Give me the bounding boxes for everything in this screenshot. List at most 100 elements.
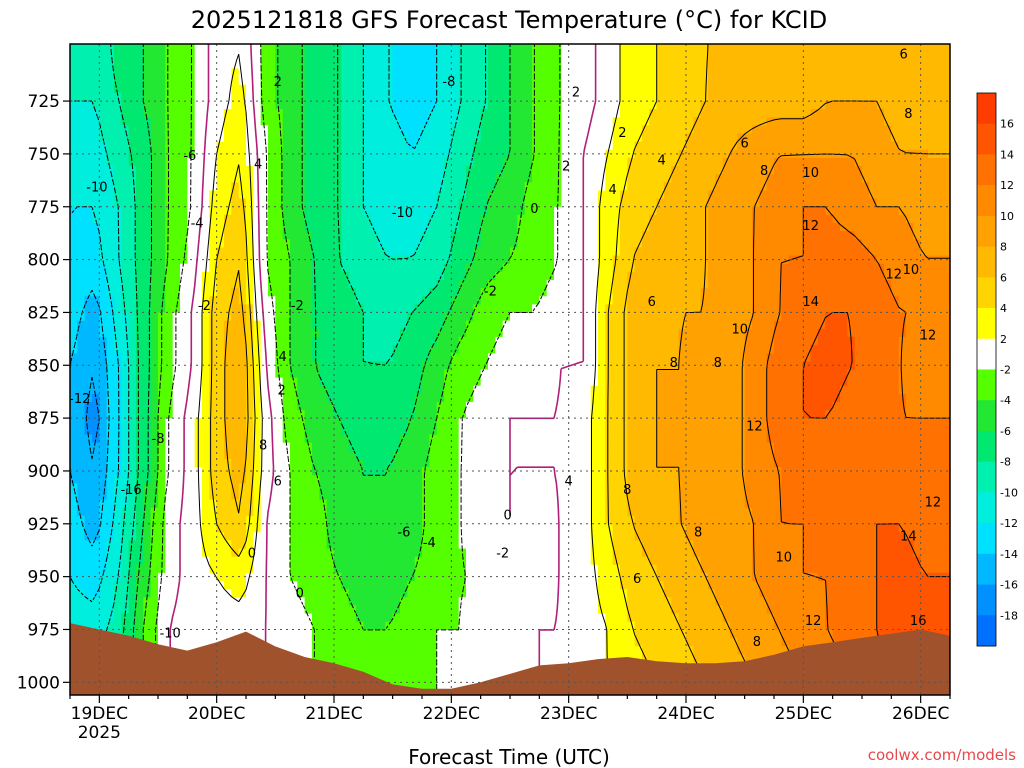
field-cell bbox=[429, 312, 438, 322]
field-cell bbox=[407, 166, 416, 175]
field-cell bbox=[862, 361, 870, 371]
field-cell bbox=[282, 84, 291, 94]
field-cell bbox=[165, 271, 174, 281]
field-cell bbox=[847, 133, 856, 143]
field-cell bbox=[172, 223, 181, 232]
field-cell bbox=[202, 141, 210, 151]
field-cell bbox=[678, 92, 687, 102]
field-cell bbox=[862, 288, 870, 297]
field-cell bbox=[341, 76, 350, 86]
field-cell bbox=[737, 198, 746, 208]
field-cell bbox=[583, 336, 592, 346]
field-cell bbox=[737, 76, 746, 86]
field-cell bbox=[612, 182, 621, 192]
field-cell bbox=[451, 263, 460, 273]
field-cell bbox=[121, 304, 130, 314]
field-cell bbox=[172, 149, 181, 159]
field-cell bbox=[517, 320, 526, 330]
field-cell bbox=[246, 239, 254, 249]
field-cell bbox=[136, 377, 144, 387]
field-cell bbox=[70, 239, 78, 249]
field-cell bbox=[840, 68, 848, 78]
field-cell bbox=[737, 100, 746, 110]
field-cell bbox=[348, 271, 357, 281]
field-cell bbox=[671, 336, 680, 346]
field-cell bbox=[444, 336, 452, 346]
field-cell bbox=[422, 190, 430, 200]
field-cell bbox=[385, 44, 394, 53]
field-cell bbox=[297, 296, 306, 305]
field-cell bbox=[898, 133, 907, 143]
field-cell bbox=[700, 328, 709, 338]
field-cell bbox=[414, 239, 423, 249]
field-cell bbox=[312, 288, 320, 297]
field-cell bbox=[825, 369, 834, 379]
field-cell bbox=[568, 247, 577, 257]
field-cell bbox=[275, 174, 284, 183]
field-cell bbox=[832, 361, 841, 371]
field-cell bbox=[202, 239, 210, 249]
field-cell bbox=[370, 288, 379, 297]
field-cell bbox=[304, 141, 313, 151]
field-cell bbox=[150, 312, 159, 322]
field-cell bbox=[246, 44, 254, 53]
field-cell bbox=[928, 369, 936, 379]
field-cell bbox=[598, 296, 606, 305]
field-cell bbox=[642, 304, 650, 314]
field-cell bbox=[737, 206, 746, 216]
field-cell bbox=[260, 125, 269, 135]
field-cell bbox=[642, 100, 650, 110]
field-cell bbox=[803, 320, 812, 330]
field-cell bbox=[642, 133, 650, 143]
field-cell bbox=[700, 214, 709, 224]
field-cell bbox=[554, 377, 562, 387]
field-cell bbox=[752, 214, 760, 224]
field-cell bbox=[708, 239, 716, 249]
field-cell bbox=[341, 84, 350, 94]
field-cell bbox=[473, 328, 482, 338]
field-cell bbox=[803, 44, 812, 53]
field-cell bbox=[854, 312, 863, 322]
field-cell bbox=[708, 247, 716, 257]
field-cell bbox=[796, 361, 804, 371]
field-cell bbox=[847, 239, 856, 249]
field-cell bbox=[678, 353, 687, 362]
field-cell bbox=[458, 125, 467, 135]
field-cell bbox=[363, 239, 372, 249]
field-cell bbox=[700, 361, 709, 371]
field-cell bbox=[634, 206, 643, 216]
field-cell bbox=[884, 68, 892, 78]
field-cell bbox=[854, 369, 863, 379]
field-cell bbox=[708, 52, 716, 61]
field-cell bbox=[312, 255, 320, 265]
field-cell bbox=[172, 304, 181, 314]
field-cell bbox=[341, 336, 350, 346]
field-cell bbox=[546, 271, 555, 281]
field-cell bbox=[304, 361, 313, 371]
field-cell bbox=[942, 174, 950, 183]
field-cell bbox=[634, 345, 643, 354]
field-cell bbox=[172, 60, 181, 70]
field-cell bbox=[414, 288, 423, 297]
field-cell bbox=[605, 157, 614, 167]
field-cell bbox=[451, 52, 460, 61]
field-cell bbox=[598, 263, 606, 273]
field-cell bbox=[678, 231, 687, 240]
field-cell bbox=[825, 312, 834, 322]
field-cell bbox=[715, 100, 724, 110]
field-cell bbox=[495, 117, 504, 126]
field-cell bbox=[524, 231, 533, 240]
field-cell bbox=[473, 231, 482, 240]
field-cell bbox=[187, 198, 196, 208]
field-cell bbox=[539, 255, 548, 265]
field-cell bbox=[136, 312, 144, 322]
field-cell bbox=[752, 44, 760, 53]
field-cell bbox=[348, 182, 357, 192]
field-cell bbox=[708, 68, 716, 78]
field-cell bbox=[788, 52, 797, 61]
field-cell bbox=[473, 76, 482, 86]
field-cell bbox=[466, 239, 474, 249]
field-cell bbox=[510, 125, 518, 135]
field-cell bbox=[532, 288, 540, 297]
field-cell bbox=[451, 117, 460, 126]
